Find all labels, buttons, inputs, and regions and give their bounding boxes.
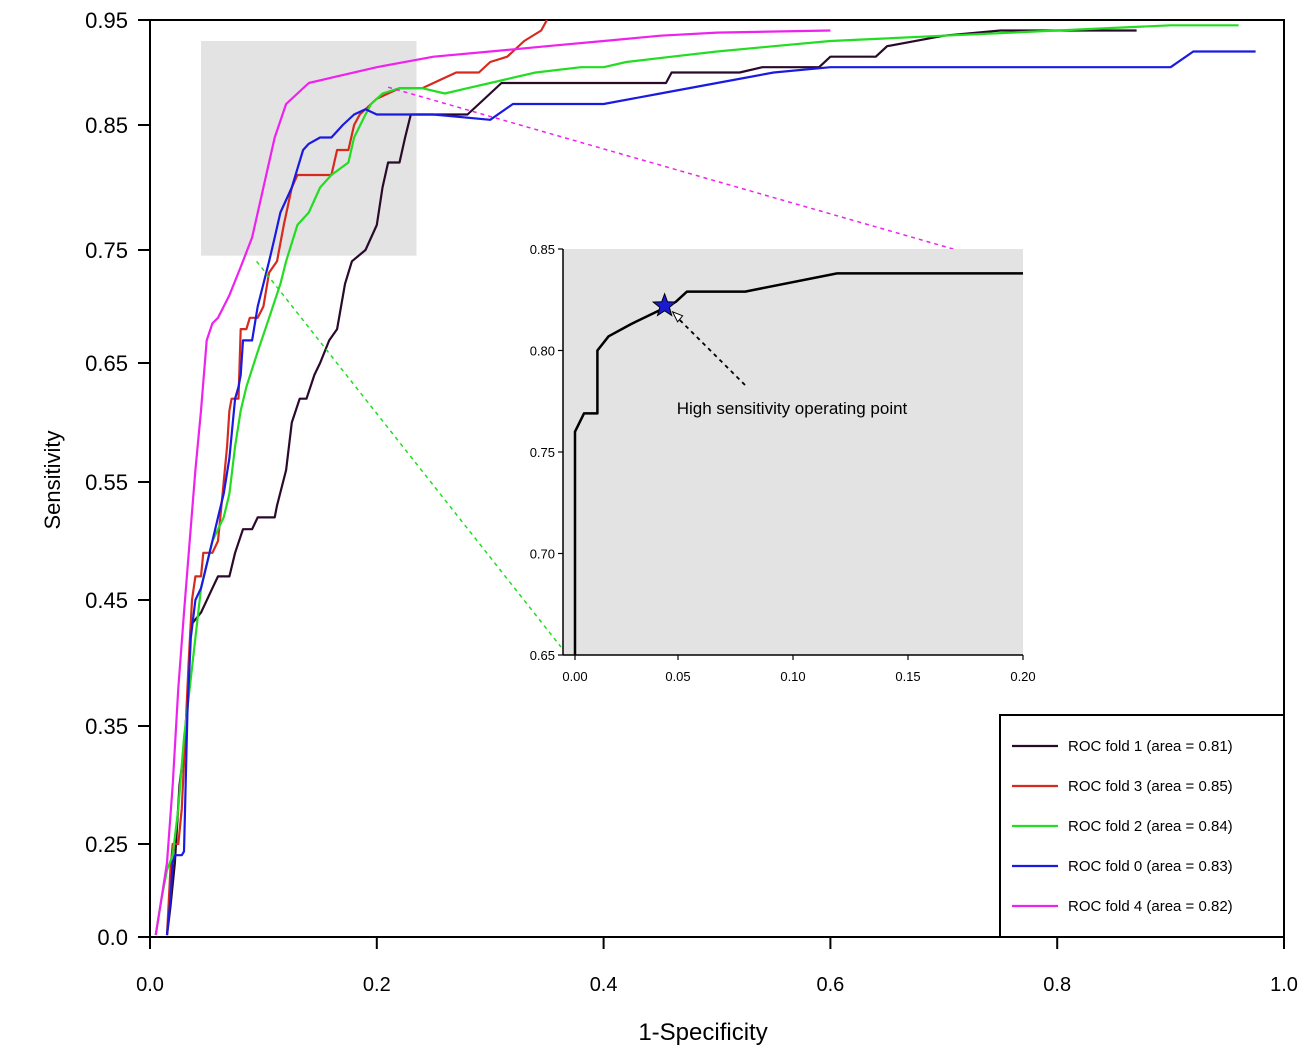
connector-bottom xyxy=(256,260,562,648)
y-tick-label: 0.65 xyxy=(85,351,128,376)
roc-line-0 xyxy=(165,29,1137,936)
inset-x-tick-label: 0.00 xyxy=(562,669,587,684)
inset-x-tick-label: 0.10 xyxy=(780,669,805,684)
x-tick-label: 0.2 xyxy=(363,974,391,996)
y-axis-label: Sensitivity xyxy=(40,430,65,529)
y-tick-label: 0.25 xyxy=(85,832,128,857)
legend-entry: ROC fold 4 (area = 0.82) xyxy=(1068,898,1233,915)
y-tick-label: 0.85 xyxy=(85,113,128,138)
operating-point-star xyxy=(651,292,678,317)
x-tick-label: 0.0 xyxy=(136,974,164,996)
inset-x-tick-label: 0.15 xyxy=(895,669,920,684)
x-tick-label: 0.6 xyxy=(816,974,844,996)
x-tick-label: 0.4 xyxy=(590,974,618,996)
y-tick-label: 0.75 xyxy=(85,238,128,263)
roc-line-3 xyxy=(165,50,1256,936)
roc-line-1 xyxy=(165,19,548,936)
annotation-arrow xyxy=(675,316,746,386)
roc-line-4 xyxy=(154,29,831,936)
roc-line-2 xyxy=(154,24,1239,936)
annotation-arrowhead xyxy=(671,310,684,323)
legend-entry: ROC fold 2 (area = 0.84) xyxy=(1068,818,1233,835)
plot-frame xyxy=(149,19,1285,938)
annotation-text: High sensitivity operating point xyxy=(677,399,908,418)
zoom-connector-lines xyxy=(256,86,1024,648)
zoom-region xyxy=(201,41,417,256)
inset-x-tick-label: 0.05 xyxy=(665,669,690,684)
legend-entry: ROC fold 1 (area = 0.81) xyxy=(1068,738,1233,755)
y-tick-label: 0.95 xyxy=(85,8,128,33)
inset-y-tick-label: 0.75 xyxy=(530,445,555,460)
main-series-layer xyxy=(154,19,1256,936)
y-tick-label: 0.55 xyxy=(85,470,128,495)
inset-roc-line xyxy=(573,272,1023,655)
legend: ROC fold 1 (area = 0.81) ROC fold 3 (area… xyxy=(999,714,1285,938)
inset-background xyxy=(563,249,1023,655)
connector-top xyxy=(387,86,1024,270)
x-tick-label: 0.8 xyxy=(1043,974,1071,996)
legend-entry: ROC fold 3 (area = 0.85) xyxy=(1068,778,1233,795)
inset-plot: 0.65 0.70 0.75 0.80 0.85 0.00 0.05 0.10 0.15 0.20… xyxy=(530,242,1036,684)
zoom-region-layer xyxy=(201,41,417,256)
y-tick-label: 0.45 xyxy=(85,588,128,613)
y-tick-label: 0.0 xyxy=(97,925,128,950)
x-axis-label: 1-Specificity xyxy=(638,1019,767,1046)
inset-y-tick-label: 0.65 xyxy=(530,648,555,663)
inset-x-tick-label: 0.20 xyxy=(1010,669,1035,684)
inset-y-tick-label: 0.80 xyxy=(530,344,555,359)
y-tick-label: 0.35 xyxy=(85,714,128,739)
main-axes: 0.0 0.25 0.35 0.45 0.55 0.65 0.75 0.85 0.95 0.0 0.… xyxy=(85,8,1298,996)
inset-y-tick-label: 0.70 xyxy=(530,547,555,562)
inset-y-tick-label: 0.85 xyxy=(530,242,555,257)
legend-entry: ROC fold 0 (area = 0.83) xyxy=(1068,858,1233,875)
x-tick-label: 1.0 xyxy=(1270,974,1298,996)
